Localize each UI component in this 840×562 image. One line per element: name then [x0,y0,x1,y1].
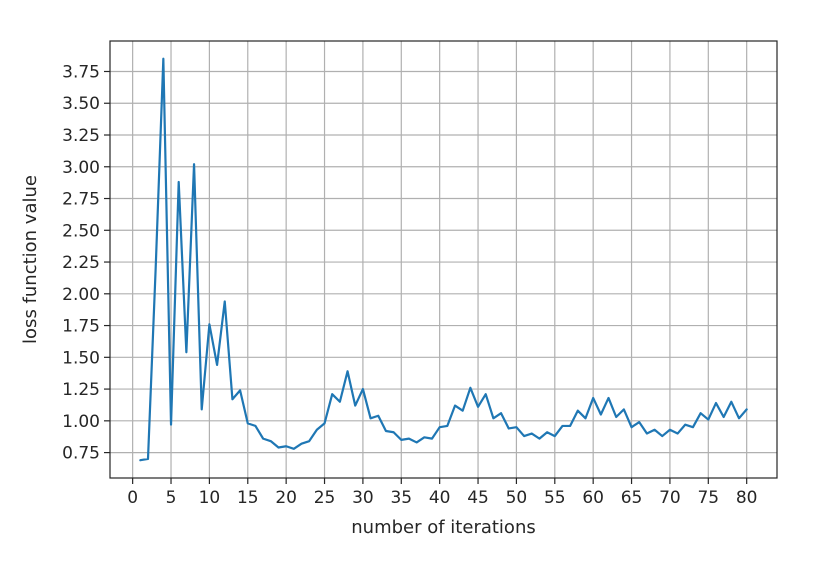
y-tick-label: 2.75 [62,190,100,210]
x-tick-label: 5 [166,488,177,508]
y-tick-label: 2.50 [62,221,100,241]
x-tick-label: 65 [621,488,643,508]
y-tick-label: 1.00 [62,412,100,432]
x-axis-label: number of iterations [351,517,535,538]
series-layer [139,57,748,462]
y-tick-label: 1.50 [62,348,100,368]
x-tick-label: 75 [697,488,719,508]
x-tick-label: 60 [582,488,604,508]
plot-frame [109,40,778,479]
x-tick-label: 10 [199,488,221,508]
y-tick-label: 3.50 [62,94,100,114]
x-tick-label: 70 [659,488,681,508]
x-tick-label: 30 [352,488,374,508]
y-tick-label: 3.00 [62,158,100,178]
x-tick-label: 40 [429,488,451,508]
x-tick-label: 20 [275,488,297,508]
x-tick-label: 50 [506,488,528,508]
ticks [104,70,748,484]
x-tick-label: 25 [314,488,336,508]
y-tick-label: 2.25 [62,253,100,273]
x-tick-label: 80 [736,488,758,508]
x-tick-label: 15 [237,488,259,508]
y-tick-label: 1.25 [62,380,100,400]
y-tick-label: 3.25 [62,126,100,146]
x-tick-label: 0 [127,488,138,508]
y-tick-label: 1.75 [62,317,100,337]
tick-labels: 0 5 10 15 20 25 30 35 40 45 50 55 60 65 70 75 80 0.75 1.00… [62,62,757,508]
loss-series-line [139,57,748,462]
y-tick-label: 3.75 [62,62,100,82]
y-axis-label: loss function value [20,175,41,344]
y-tick-label: 0.75 [62,444,100,464]
x-tick-label: 45 [467,488,489,508]
x-tick-label: 35 [390,488,412,508]
grid [110,41,777,478]
x-tick-label: 55 [544,488,566,508]
y-tick-label: 2.00 [62,285,100,305]
